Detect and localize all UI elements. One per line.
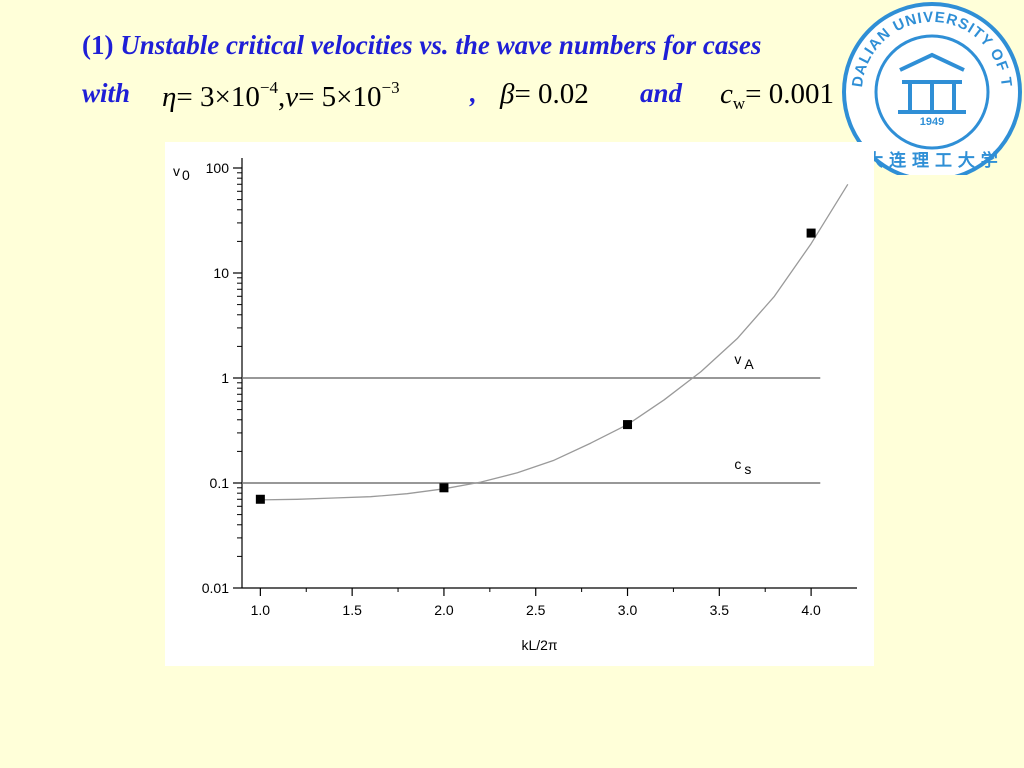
eta-rhs: = 3×10 [176,81,260,113]
beta-symbol: β [500,78,515,110]
cw-sub: w [732,94,746,113]
y-tick-label: 0.1 [210,475,230,491]
separator-comma: , [470,78,477,108]
chart-panel: 100 10 1 0.1 0.01 1.0 1.5 2.0 2.5 3.0 3.5 4.0 v 0 kL/2… [165,142,874,666]
x-tick-label: 3.5 [710,602,730,618]
eq-beta: β= 0.02 [500,78,589,111]
x-tick-label: 1.0 [251,602,271,618]
chart-axes [233,158,857,596]
data-point [439,483,449,493]
eq-cw: cw= 0.001 [720,78,834,114]
logo-emblem [898,52,966,114]
beta-rhs: = 0.02 [514,78,589,110]
logo-chinese-name: 大 连 理 工 大 学 [866,150,998,171]
x-tick-label: 4.0 [801,602,821,618]
y-axis-label: v [173,163,180,179]
eq-comma: , [277,81,286,113]
eq-eta-nu: η= 3×10−4,ν= 5×10−3 [162,78,400,114]
reference-line-label-sub: A [744,356,754,372]
fit-curve-layer [260,183,849,501]
eta-exp: −4 [259,78,278,97]
x-axis-label: kL/2π [521,637,557,653]
nu-rhs: = 5×10 [298,81,382,113]
logo-year: 1949 [920,116,944,128]
eta-symbol: η [162,81,177,113]
y-tick-label: 100 [206,160,230,176]
y-tick-label: 0.01 [202,580,229,596]
x-tick-label: 1.5 [342,602,362,618]
with-label: with [82,78,131,108]
cw-rhs: = 0.001 [745,78,835,110]
x-tick-label: 2.0 [434,602,454,618]
reference-line-label: v [734,351,741,367]
nu-exp: −3 [381,78,400,97]
x-tick-label: 3.0 [618,602,638,618]
slide-title-text: Unstable critical velocities vs. the wav… [120,30,762,60]
fit-curve [260,183,849,501]
data-point [255,494,265,504]
y-axis-label-sub: 0 [182,167,190,183]
data-point [623,420,633,430]
data-markers [255,228,816,504]
reference-line-label: c [734,456,741,472]
y-tick-label: 1 [221,370,229,386]
university-logo: DALIAN UNIVERSITY OF TECHNOLOGY 1949 大 连… [840,0,1022,175]
slide-number: (1) [82,30,114,60]
reference-lines [242,377,821,484]
reference-line-label-sub: s [744,461,751,477]
cw-symbol: c [720,78,733,110]
slide-title: (1) Unstable critical velocities vs. the… [82,30,761,61]
nu-symbol: ν [285,81,299,113]
data-point [806,228,816,238]
and-label: and [640,78,683,108]
y-tick-label: 10 [213,265,229,281]
x-tick-label: 2.5 [526,602,546,618]
